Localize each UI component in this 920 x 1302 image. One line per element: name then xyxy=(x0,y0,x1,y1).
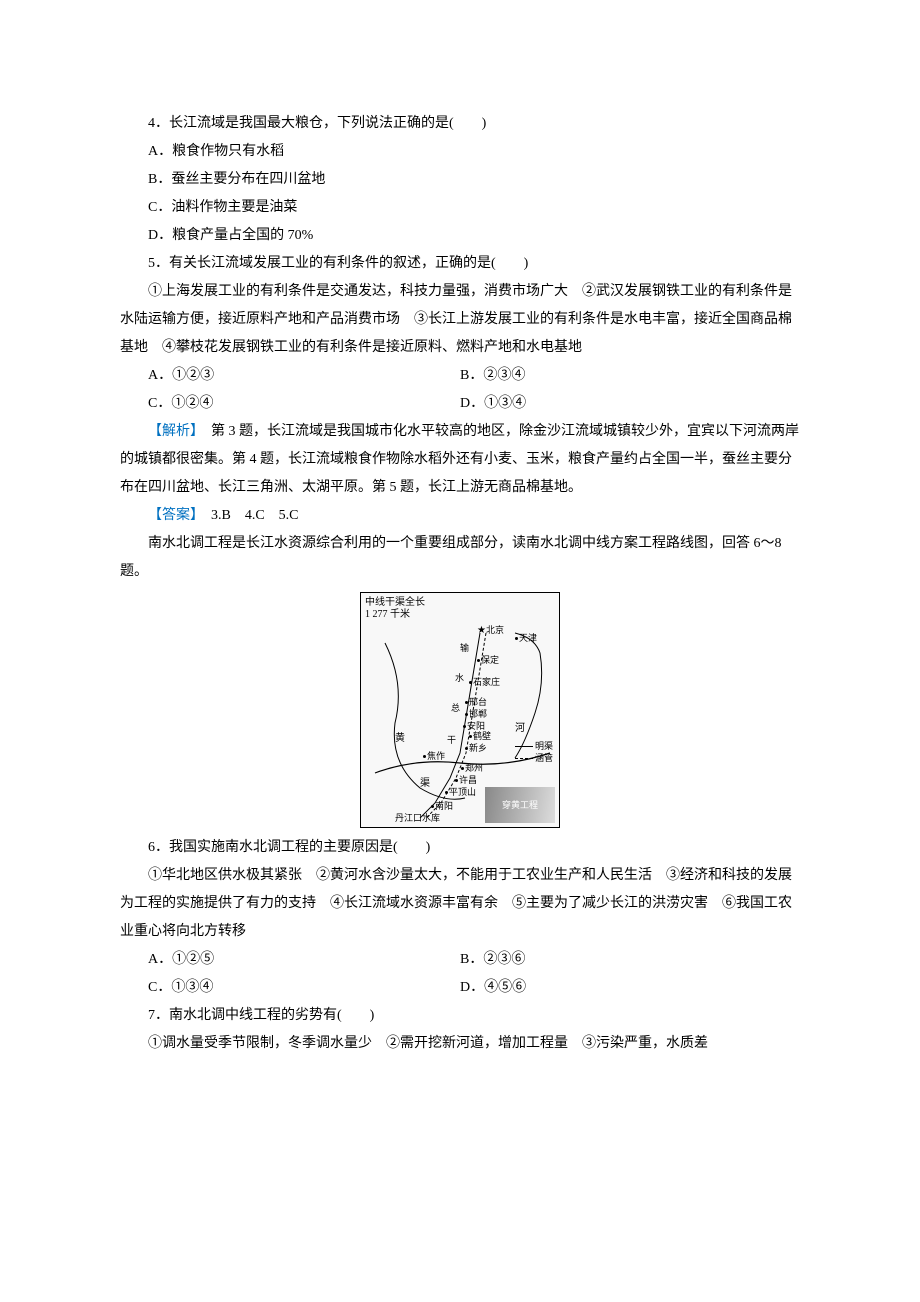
q7-stem: 7．南水北调中线工程的劣势有( ) xyxy=(120,1002,800,1030)
q5-option-a: A．①②③ xyxy=(120,362,460,390)
explain-text: 第 3 题，长江流域是我国城市化水平较高的地区，除金沙江流域城镇较少外，宜宾以下… xyxy=(120,424,799,495)
route-map-figure: 中线干渠全长 1 277 千米 ★北京 天津 保定 石家庄 邢台 邯郸 安阳 鹤… xyxy=(360,592,560,828)
figure-container: 中线干渠全长 1 277 千米 ★北京 天津 保定 石家庄 邢台 邯郸 安阳 鹤… xyxy=(120,592,800,828)
q6-option-d: D．④⑤⑥ xyxy=(460,974,800,1002)
city-hebi: 鹤壁 xyxy=(469,731,491,742)
river-huang: 黄 xyxy=(395,733,405,745)
vlabel-3: 干 xyxy=(447,735,456,746)
answer-3-5: 【答案】 3.B 4.C 5.C xyxy=(120,502,800,530)
city-baoding: 保定 xyxy=(477,655,499,666)
vlabel-1: 水 xyxy=(455,673,464,684)
q5-option-b: B．②③④ xyxy=(460,362,800,390)
q5-row-ab: A．①②③ B．②③④ xyxy=(120,362,800,390)
city-xinxiang: 新乡 xyxy=(465,743,487,754)
city-xingtai: 邢台 xyxy=(465,697,487,708)
figure-bottom-label: 穿黄工程 xyxy=(502,800,538,811)
q6-detail: ①华北地区供水极其紧张 ②黄河水含沙量太大，不能用于工农业生产和人民生活 ③经济… xyxy=(120,862,800,946)
explain-3-5: 【解析】 第 3 题，长江流域是我国城市化水平较高的地区，除金沙江流域城镇较少外… xyxy=(120,418,800,502)
figure-bottom-photo: 穿黄工程 xyxy=(485,787,555,823)
intro-6-8: 南水北调工程是长江水资源综合利用的一个重要组成部分，读南水北调中线方案工程路线图… xyxy=(120,530,800,586)
figure-body: ★北京 天津 保定 石家庄 邢台 邯郸 安阳 鹤壁 新乡 焦作 郑州 许昌 平顶… xyxy=(365,623,555,823)
q6-option-b: B．②③⑥ xyxy=(460,946,800,974)
q5-option-c: C．①②④ xyxy=(120,390,460,418)
q5-detail: ①上海发展工业的有利条件是交通发达，科技力量强，消费市场广大 ②武汉发展钢铁工业… xyxy=(120,278,800,362)
city-xuchang: 许昌 xyxy=(455,775,477,786)
figure-title-l1: 中线干渠全长 xyxy=(365,597,425,608)
figure-title-l2: 1 277 千米 xyxy=(365,609,410,620)
q4-stem: 4．长江流域是我国最大粮仓，下列说法正确的是( ) xyxy=(120,110,800,138)
q6-row-cd: C．①③④ D．④⑤⑥ xyxy=(120,974,800,1002)
answer-label: 【答案】 xyxy=(148,508,197,523)
q4-option-c: C．油料作物主要是油菜 xyxy=(120,194,800,222)
city-nanyang: 南阳 xyxy=(431,801,453,812)
city-tianjin: 天津 xyxy=(515,633,537,644)
q4-option-a: A．粮食作物只有水稻 xyxy=(120,138,800,166)
city-jiaozuo: 焦作 xyxy=(423,751,445,762)
city-handan: 邯郸 xyxy=(465,709,487,720)
q7-detail-partial: ①调水量受季节限制，冬季调水量少 ②需开挖新河道，增加工程量 ③污染严重，水质差 xyxy=(120,1030,800,1058)
city-danjiangkou: 丹江口水库 xyxy=(395,813,440,824)
river-he: 河 xyxy=(515,723,525,735)
city-shijiazhuang: 石家庄 xyxy=(469,677,500,688)
answer-text: 3.B 4.C 5.C xyxy=(197,508,299,523)
q4-option-d: D．粮食产量占全国的 70% xyxy=(120,222,800,250)
q5-option-d: D．①③④ xyxy=(460,390,800,418)
q5-row-cd: C．①②④ D．①③④ xyxy=(120,390,800,418)
legend-open: 明渠 xyxy=(535,741,553,751)
q6-option-a: A．①②⑤ xyxy=(120,946,460,974)
figure-legend: 明渠 涵管 xyxy=(515,741,553,764)
q5-stem: 5．有关长江流域发展工业的有利条件的叙述，正确的是( ) xyxy=(120,250,800,278)
city-beijing: ★北京 xyxy=(477,625,504,637)
legend-pipe: 涵管 xyxy=(535,753,553,763)
q4-option-b: B．蚕丝主要分布在四川盆地 xyxy=(120,166,800,194)
q6-row-ab: A．①②⑤ B．②③⑥ xyxy=(120,946,800,974)
figure-title: 中线干渠全长 1 277 千米 xyxy=(365,597,555,621)
page-root: 4．长江流域是我国最大粮仓，下列说法正确的是( ) A．粮食作物只有水稻 B．蚕… xyxy=(0,0,920,1118)
river-qu: 渠 xyxy=(420,778,430,790)
city-zhengzhou: 郑州 xyxy=(461,763,483,774)
explain-label: 【解析】 xyxy=(148,424,197,439)
q6-option-c: C．①③④ xyxy=(120,974,460,1002)
vlabel-2: 总 xyxy=(451,703,460,714)
vlabel-0: 输 xyxy=(460,643,469,654)
q6-stem: 6．我国实施南水北调工程的主要原因是( ) xyxy=(120,834,800,862)
city-pingdingshan: 平顶山 xyxy=(445,787,476,798)
